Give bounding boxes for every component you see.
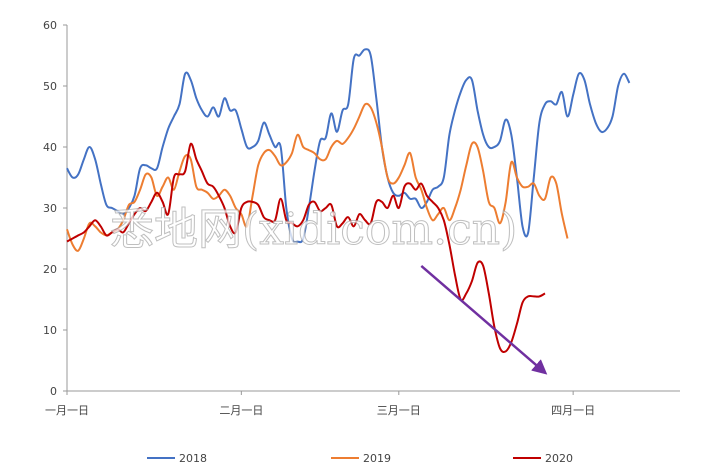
series-layer xyxy=(66,48,631,353)
watermark: 悉地网(xidicom.cn) xyxy=(110,204,517,255)
legend-label-2019: 2019 xyxy=(363,452,391,465)
legend-label-2018: 2018 xyxy=(179,452,207,465)
legend-label-2020: 2020 xyxy=(545,452,573,465)
y-tick-label: 0 xyxy=(50,385,57,398)
y-tick-label: 50 xyxy=(43,80,57,93)
series-line-2019 xyxy=(66,102,569,252)
legend: 2018 2019 2020 xyxy=(147,452,573,465)
trend-arrow xyxy=(420,265,548,375)
series-line-2018 xyxy=(66,48,631,244)
y-tick-label: 60 xyxy=(43,19,57,32)
x-tick-label: 四月一日 xyxy=(551,404,595,417)
annotation-layer xyxy=(420,265,548,375)
x-tick-label: 二月一日 xyxy=(219,404,263,417)
series-line-2020 xyxy=(66,142,546,353)
x-tick-label: 三月一日 xyxy=(377,404,421,417)
axes: 0 10 20 30 40 50 60 一月一日 二月一日 三月一日 四月一日 xyxy=(43,19,680,417)
x-tick-label: 一月一日 xyxy=(45,404,89,417)
y-tick-label: 10 xyxy=(43,324,57,337)
y-tick-label: 40 xyxy=(43,141,57,154)
y-tick-label: 30 xyxy=(43,202,57,215)
y-tick-label: 20 xyxy=(43,263,57,276)
